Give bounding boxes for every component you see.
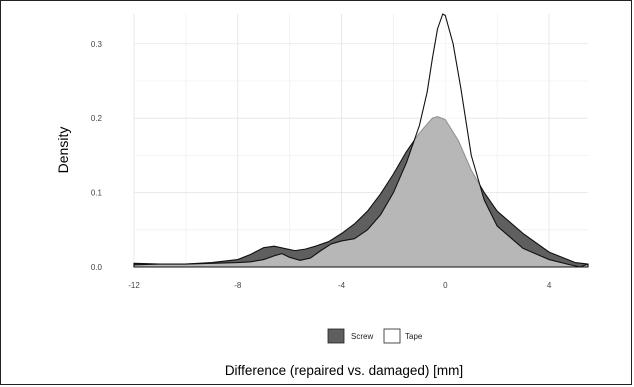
y-axis-title: Density bbox=[55, 127, 71, 174]
y-tick-label: 0.2 bbox=[91, 114, 103, 123]
x-tick-label: 0 bbox=[443, 281, 448, 290]
x-axis-title: Difference (repaired vs. damaged) [mm] bbox=[225, 363, 463, 378]
x-tick-label: 4 bbox=[547, 281, 552, 290]
x-tick-label: -4 bbox=[338, 281, 346, 290]
x-tick-labels: -12 -8 -4 0 4 bbox=[128, 281, 552, 290]
legend-label-screw: Screw bbox=[351, 332, 373, 341]
legend-swatch-tape bbox=[383, 328, 401, 344]
y-tick-label: 0.3 bbox=[91, 40, 103, 49]
y-tick-label: 0.1 bbox=[91, 189, 103, 198]
legend-label-tape: Tape bbox=[405, 332, 423, 341]
x-tick-label: -12 bbox=[128, 281, 140, 290]
series-areas bbox=[133, 13, 589, 268]
series-area-tape bbox=[133, 13, 589, 268]
y-tick-label: 0.0 bbox=[91, 263, 103, 272]
y-tick-labels: 0.0 0.1 0.2 0.3 bbox=[91, 40, 103, 272]
legend: Screw Tape bbox=[327, 328, 423, 344]
legend-swatch-screw bbox=[327, 328, 345, 344]
x-tick-label: -8 bbox=[234, 281, 242, 290]
